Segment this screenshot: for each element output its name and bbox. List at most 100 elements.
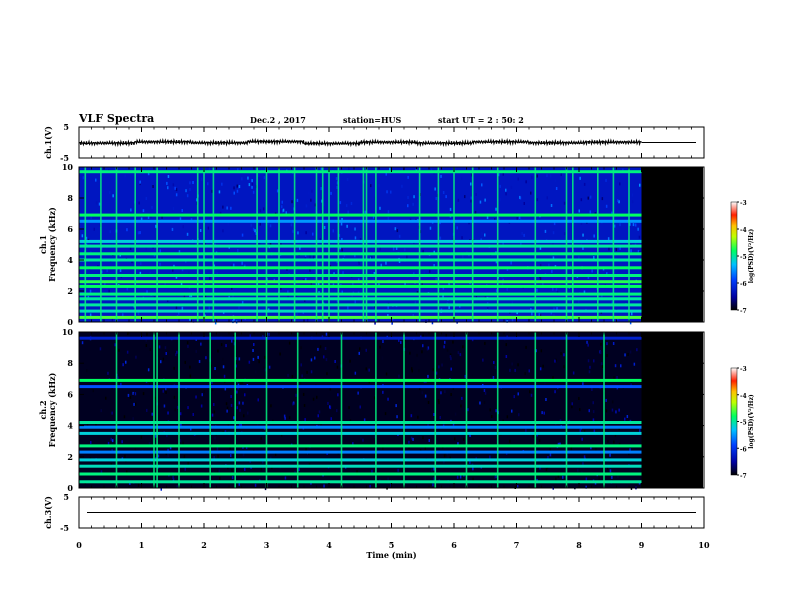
spectrogram-noise (454, 412, 457, 416)
x-tick-label: 3 (264, 540, 270, 550)
spectrogram-noise (301, 374, 303, 378)
spectrogram-noise (204, 241, 206, 245)
x-tick-label: 8 (576, 540, 582, 550)
spectrogram-noise (189, 181, 191, 185)
spectrogram-noise (89, 313, 92, 317)
spectrogram-noise (93, 227, 95, 231)
spectrogram-noise (374, 321, 376, 325)
spectrogram-noise (618, 408, 620, 412)
spectrogram-noise (336, 186, 338, 189)
spectrogram-noise (283, 414, 286, 418)
spectrogram-noise (258, 360, 260, 364)
spectrogram-noise (435, 197, 437, 200)
spectrogram-noise (611, 400, 614, 404)
spectrogram-noise (252, 349, 254, 352)
spectrogram-noise (233, 317, 235, 321)
y-tick-label: 2 (67, 452, 73, 462)
spectrogram-impulse (572, 167, 574, 322)
spectrogram-noise (145, 344, 148, 347)
spectrogram-noise (452, 422, 455, 426)
spectrogram-band (79, 284, 642, 288)
spectrogram-noise (449, 207, 452, 211)
spectrogram-band (79, 425, 642, 429)
spectrogram-noise (312, 232, 314, 236)
spectrogram-noise (421, 282, 423, 286)
spectrogram-impulse (100, 167, 102, 322)
spectrogram-noise (310, 370, 313, 374)
spectrogram-noise (155, 224, 157, 228)
y-tick-label: 8 (67, 193, 73, 203)
spectrogram-noise (539, 466, 541, 470)
spectrogram-noise (394, 227, 397, 231)
spectrogram-noise (296, 198, 299, 202)
spectrogram-noise (178, 250, 181, 254)
colorbar-label: log(PSD)(V²/Hz) (748, 229, 755, 284)
spectrogram-noise (637, 249, 640, 253)
spectrogram-noise (239, 408, 241, 412)
spectrogram-noise (619, 223, 621, 227)
spectrogram-noise (230, 395, 232, 398)
spectrogram-noise (119, 269, 122, 272)
spectrogram-noise (341, 248, 343, 252)
spectrogram-noise (494, 475, 496, 479)
spectrogram-noise (371, 255, 373, 259)
spectrogram-noise (183, 295, 186, 299)
spectrogram-noise (304, 418, 306, 422)
spectrogram-noise (531, 312, 533, 316)
x-tick-label: 9 (639, 540, 645, 550)
spectrogram-noise (462, 437, 465, 441)
start-ut-label: start UT = 2 : 50: 2 (438, 115, 524, 125)
spectrogram-noise (525, 428, 527, 432)
spectrogram-noise (146, 470, 149, 474)
axis-label: ch.1(V) (43, 126, 53, 159)
spectrogram-noise (547, 456, 549, 459)
spectrogram-noise (237, 249, 239, 252)
spectrogram-noise (311, 189, 313, 193)
spectrogram-noise (154, 434, 157, 438)
spectrogram-noise (122, 363, 124, 367)
spectrogram-noise (174, 186, 176, 190)
spectrogram-noise (332, 229, 334, 233)
spectrogram-noise (112, 194, 114, 198)
spectrogram-noise (146, 290, 148, 294)
spectrogram-noise (98, 202, 101, 206)
spectrogram-noise (342, 271, 344, 275)
spectrogram-noise (147, 368, 150, 372)
spectrogram-noise (629, 321, 632, 325)
spectrogram-noise (438, 401, 440, 405)
spectrogram-noise (326, 372, 328, 376)
spectrogram-noise (544, 381, 546, 385)
spectrogram-noise (217, 469, 219, 473)
spectrogram-noise (398, 374, 400, 378)
spectrogram-noise (443, 460, 445, 464)
spectrogram-noise (411, 369, 413, 373)
spectrogram-noise (260, 436, 262, 440)
spectrogram-noise (176, 350, 178, 354)
spectrogram-noise (139, 271, 142, 275)
colorbar-1 (730, 201, 738, 311)
spectrogram-noise (313, 198, 315, 202)
spectrogram-noise (441, 363, 443, 367)
spectrogram-noise (450, 367, 452, 371)
spectrogram-noise (481, 232, 483, 236)
waveform-trace (78, 137, 642, 148)
spectrogram-noise (338, 233, 341, 237)
spectrogram-noise (175, 353, 177, 357)
spectrogram-noise (474, 210, 477, 214)
spectrogram-noise (611, 408, 614, 412)
spectrogram-noise (410, 436, 413, 440)
spectrogram-noise (362, 438, 364, 442)
spectrogram-noise (160, 360, 162, 364)
spectrogram-noise (549, 448, 552, 452)
spectrogram-noise (126, 350, 129, 354)
spectrogram-noise (552, 376, 554, 380)
spectrogram-noise (495, 289, 498, 293)
spectrogram-noise (300, 363, 302, 367)
spectrogram-noise (346, 178, 349, 181)
spectrogram-noise (125, 360, 127, 364)
spectrogram-noise (163, 404, 166, 408)
spectrogram-noise (518, 216, 521, 219)
spectrogram-noise (593, 359, 595, 363)
spectrogram-noise (211, 388, 214, 392)
x-tick-label: 5 (389, 540, 395, 550)
